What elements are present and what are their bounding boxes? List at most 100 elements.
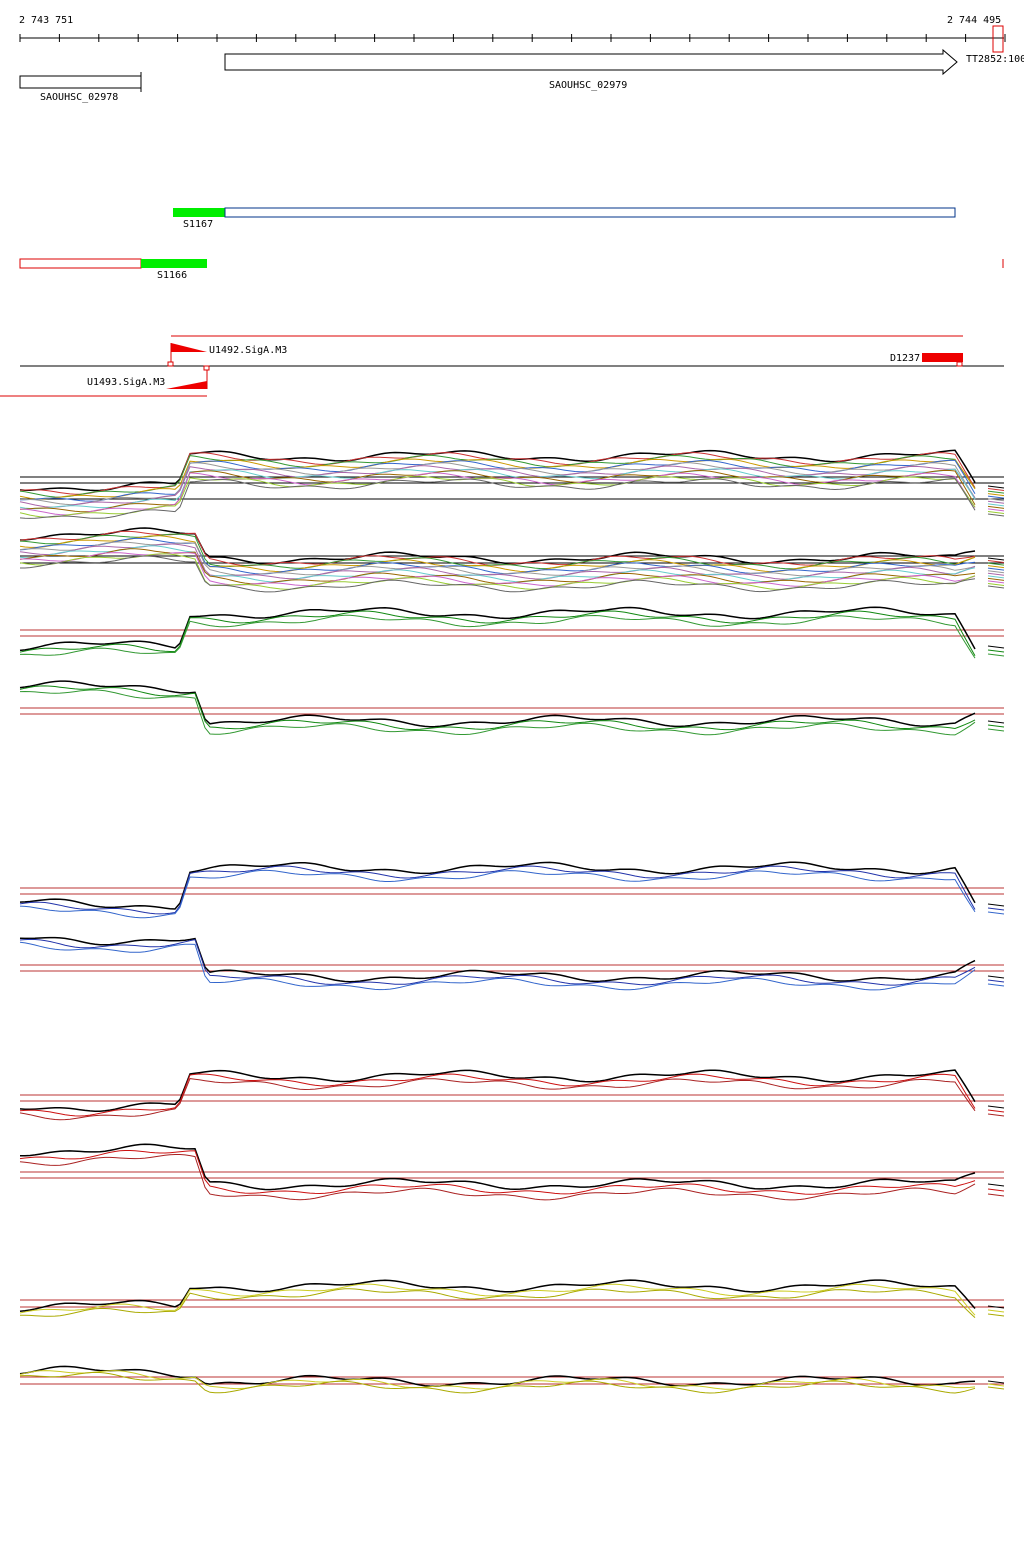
- profile-tail: [987, 724, 1005, 728]
- profile-tail: [987, 510, 1005, 514]
- profile-tail: [987, 1380, 1005, 1384]
- feature-foot: [203, 365, 210, 371]
- profile-tail: [987, 562, 1005, 566]
- profile-line: [19, 606, 976, 652]
- profile-line: [19, 527, 976, 565]
- profile-tail: [987, 907, 1005, 911]
- feature: [922, 353, 963, 362]
- feature-label: U1493.SigA.M3: [87, 377, 165, 388]
- profile-tail: [987, 503, 1005, 507]
- profile-tail: [987, 1193, 1005, 1197]
- profile-tail: [987, 580, 1005, 584]
- profile-line: [19, 533, 976, 570]
- segment: [173, 208, 225, 217]
- profile-line: [19, 861, 976, 910]
- profile-tail: [987, 498, 1005, 502]
- profile-tail: [987, 505, 1005, 509]
- profile-tail: [987, 582, 1005, 586]
- profile-line: [20, 555, 976, 593]
- profile-tail: [987, 513, 1005, 517]
- profile-tail: [987, 1188, 1005, 1192]
- profile-tail: [987, 575, 1005, 579]
- profile-line: [19, 865, 976, 915]
- profile-tail: [987, 1313, 1005, 1317]
- feature-foot: [956, 361, 963, 367]
- profile-tail: [987, 979, 1005, 983]
- gene-label: SAOUHSC_02978: [40, 92, 118, 103]
- profile-line: [19, 1279, 976, 1312]
- profile-tail: [987, 565, 1005, 569]
- profile-line: [19, 936, 976, 983]
- feature-label: D1237: [890, 353, 920, 364]
- profile-tail: [987, 508, 1005, 512]
- profile-tail: [987, 645, 1005, 649]
- profile-line: [19, 689, 976, 736]
- profile-tail: [987, 911, 1005, 915]
- profile-line: [19, 1073, 976, 1117]
- profile-line: [19, 535, 976, 573]
- profile-tail: [987, 585, 1005, 589]
- profile-line: [19, 610, 976, 656]
- profile-line: [19, 1371, 976, 1394]
- ruler: 2 743 751 2 744 495: [19, 15, 1004, 39]
- profile-line: [19, 1069, 976, 1112]
- segment-outline: [19, 258, 142, 269]
- profile-tail: [987, 493, 1005, 497]
- profile-tail: [987, 1109, 1005, 1113]
- profile-tail: [987, 1183, 1005, 1187]
- profile-line: [20, 1288, 976, 1318]
- ruler-end: 2 744 495: [947, 15, 1001, 26]
- profile-line: [19, 454, 976, 498]
- ruler-start: 2 743 751: [19, 15, 73, 26]
- profile-line: [20, 1143, 976, 1191]
- profile-line: [19, 869, 976, 919]
- profile-line: [19, 458, 976, 500]
- profile-line: [19, 685, 976, 731]
- profiles: [19, 449, 1005, 1394]
- profile-tail: [987, 653, 1005, 657]
- profile-line: [19, 614, 976, 659]
- gene-label: TT2852:100: [966, 54, 1024, 65]
- profile-line: [19, 938, 976, 986]
- profile-tail: [987, 1113, 1005, 1117]
- profile-line: [19, 1154, 976, 1201]
- profile-tail: [987, 560, 1005, 564]
- segment: [141, 259, 207, 268]
- profile-tail: [987, 1386, 1005, 1390]
- profile-line: [19, 449, 976, 492]
- profile-line: [19, 553, 976, 590]
- feature-foot: [167, 361, 174, 367]
- profile-line: [19, 1078, 976, 1121]
- profile-line: [19, 475, 976, 518]
- profile-line: [19, 1150, 976, 1195]
- profile-line: [19, 941, 976, 991]
- segment-label: S1167: [183, 219, 213, 230]
- profile-line: [19, 465, 976, 508]
- promoter: [166, 381, 207, 389]
- profile-line: [19, 543, 976, 580]
- profile-tail: [987, 1383, 1005, 1387]
- profile-tail: [987, 570, 1005, 574]
- profile-line: [19, 1283, 976, 1316]
- profile-tail: [987, 720, 1005, 724]
- feature-label: U1492.SigA.M3: [209, 345, 287, 356]
- profile-tail: [987, 490, 1005, 494]
- gene-arrow: [224, 48, 958, 76]
- profile-tail: [987, 577, 1005, 581]
- profile-line: [19, 680, 976, 728]
- profile-line: [19, 1365, 976, 1387]
- profile-tail: [987, 903, 1005, 907]
- profile-tail: [987, 728, 1005, 732]
- profile-tail: [987, 567, 1005, 571]
- gene-box: [992, 25, 1004, 53]
- profile-tail: [987, 572, 1005, 576]
- profile-tail: [987, 1309, 1005, 1313]
- profile-tail: [987, 495, 1005, 499]
- promoter: [171, 343, 207, 352]
- profile-tail: [987, 557, 1005, 561]
- profile-tail: [987, 983, 1005, 987]
- segment-outline: [224, 207, 956, 218]
- profile-tail: [987, 649, 1005, 653]
- segment-label: S1166: [157, 270, 187, 281]
